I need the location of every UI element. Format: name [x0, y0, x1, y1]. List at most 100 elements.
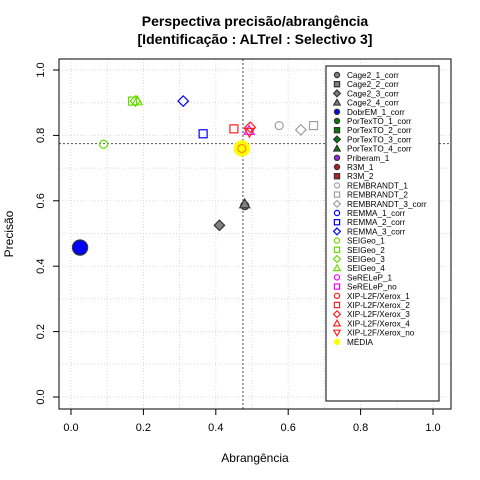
- legend-marker: [333, 301, 341, 309]
- legend-box: [325, 65, 440, 402]
- x-tick-label: 0.0: [63, 422, 78, 434]
- plot-frame: [58, 58, 452, 410]
- legend-marker: [332, 199, 342, 209]
- legend-marker: [333, 154, 341, 161]
- legend-label: Cage2_3_corr: [347, 89, 399, 98]
- x-tick-label: 0.4: [208, 422, 223, 434]
- legend-marker: [332, 135, 342, 144]
- legend-marker: [333, 191, 341, 198]
- legend-label: SEIGeo_2: [347, 246, 385, 255]
- data-point: [198, 129, 208, 139]
- legend-marker: [333, 80, 341, 88]
- data-point: [98, 139, 109, 149]
- data-point: [237, 143, 247, 154]
- legend-label: REMBRANDT_2: [347, 191, 408, 200]
- y-tick-label: 1.0: [35, 62, 47, 77]
- legend-label: MÉDIA: [347, 337, 373, 347]
- legend-label: Cage2_1_corr: [347, 71, 399, 80]
- y-tick-label: 0.6: [35, 193, 47, 208]
- data-point: [243, 127, 256, 139]
- data-point: [238, 197, 251, 209]
- data-point: [233, 140, 251, 157]
- data-point: [294, 123, 307, 136]
- legend-label: PorTexTO_2_corr: [347, 126, 412, 135]
- legend-marker: [333, 163, 341, 171]
- legend-marker: [333, 71, 341, 79]
- legend-marker: [333, 237, 341, 244]
- legend-marker: [332, 309, 342, 319]
- legend-label: SEIGeo_3: [347, 255, 385, 264]
- legend-label: PorTexTO_1_corr: [347, 117, 412, 126]
- legend-label: DobrEM_1_corr: [347, 108, 405, 117]
- legend-label: XIP-L2F/Xerox_2: [347, 301, 410, 310]
- x-axis-label: Abrangência: [221, 451, 289, 465]
- legend-label: XIP-L2F/Xerox_4: [347, 319, 410, 328]
- data-point: [308, 120, 319, 131]
- legend-marker: [332, 227, 342, 236]
- legend-marker: [332, 144, 342, 152]
- x-tick-label: 1.0: [425, 422, 440, 434]
- legend-label: XIP-L2F/Xerox_3: [347, 310, 410, 319]
- y-tick-label: 0.0: [35, 389, 47, 404]
- legend-label: REMMA_1_corr: [347, 209, 406, 218]
- data-point: [244, 121, 257, 134]
- legend: Cage2_1_corrCage2_2_corrCage2_3_corrCage…: [325, 65, 440, 402]
- y-tick-label: 0.4: [35, 259, 47, 274]
- legend-marker: [333, 117, 341, 125]
- x-tick-label: 0.8: [353, 422, 368, 434]
- legend-marker: [333, 108, 341, 116]
- legend-marker: [333, 173, 341, 180]
- legend-marker: [332, 263, 342, 272]
- y-axis: 0.0 0.2 0.4 0.6 0.8 1.0: [35, 62, 59, 405]
- data-point: [274, 120, 284, 131]
- legend-label: XIP-L2F/Xerox_no: [347, 329, 415, 338]
- legend-marker: [333, 274, 341, 281]
- legend-marker: [333, 338, 341, 345]
- legend-marker: [332, 89, 342, 98]
- legend-label: R3M_1: [347, 163, 374, 172]
- x-axis: 0.0 0.2 0.4 0.6 0.8 1.0: [63, 409, 441, 434]
- chart-subtitle: [Identificação : ALTrel : Selectivo 3]: [138, 31, 373, 47]
- legend-label: REMMA_2_corr: [347, 218, 406, 227]
- data-points: [71, 94, 319, 256]
- legend-label: Priberam_1: [347, 154, 390, 163]
- legend-marker: [333, 246, 341, 253]
- legend-marker: [332, 318, 342, 327]
- legend-marker: [333, 292, 341, 299]
- legend-marker: [333, 219, 341, 226]
- legend-marker: [333, 209, 341, 217]
- x-tick-label: 0.6: [281, 422, 296, 434]
- legend-label: SEIGeo_4: [347, 264, 385, 273]
- legend-label: XIP-L2F/Xerox_1: [347, 292, 410, 301]
- legend-marker: [332, 254, 342, 264]
- legend-label: SeRELeP_no: [347, 283, 397, 292]
- data-point: [243, 124, 256, 135]
- legend-label: SEIGeo_1: [347, 237, 385, 246]
- x-tick-label: 0.2: [136, 422, 151, 434]
- legend-marker: [332, 98, 342, 106]
- data-point: [229, 124, 239, 134]
- reference-lines: [59, 59, 451, 409]
- data-point: [213, 219, 226, 232]
- data-point: [131, 94, 144, 106]
- legend-marker: [333, 182, 341, 189]
- chart-title: Perspectiva precisão/abrangência: [142, 13, 369, 29]
- legend-label: SeRELeP_1: [347, 273, 393, 282]
- legend-marker: [333, 283, 341, 290]
- legend-marker: [333, 126, 341, 134]
- y-tick-label: 0.8: [35, 128, 47, 143]
- data-point: [71, 239, 89, 256]
- legend-label: REMBRANDT_1: [347, 181, 408, 190]
- legend-label: Cage2_4_corr: [347, 99, 399, 108]
- legend-label: R3M_2: [347, 172, 374, 181]
- legend-label: REMBRANDT_3_corr: [347, 200, 427, 209]
- y-tick-label: 0.2: [35, 324, 47, 339]
- legend-marker: [332, 329, 342, 338]
- legend-label: Cage2_2_corr: [347, 80, 399, 89]
- data-point: [177, 95, 190, 108]
- y-axis-label: Precisão: [2, 210, 16, 257]
- legend-label: REMMA_3_corr: [347, 227, 406, 236]
- legend-label: PorTexTO_4_corr: [347, 145, 412, 154]
- legend-label: PorTexTO_3_corr: [347, 135, 412, 144]
